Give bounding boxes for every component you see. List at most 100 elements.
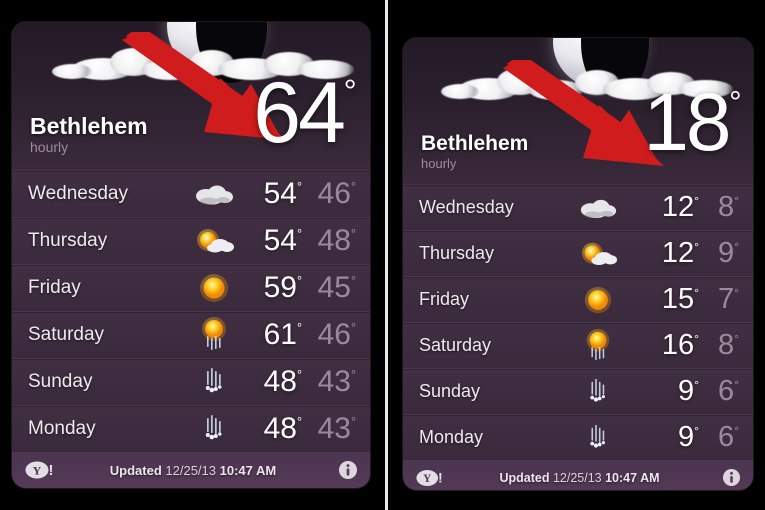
low-temp: 46° bbox=[317, 177, 356, 210]
rain-icon bbox=[176, 359, 252, 405]
forecast-row[interactable]: Wednesday bbox=[12, 170, 370, 217]
high-temp: 48° bbox=[263, 365, 302, 398]
low-temp: 8° bbox=[717, 191, 739, 223]
updated-date: 12/25/13 bbox=[552, 470, 602, 485]
partly-sunny-icon bbox=[176, 218, 252, 264]
temperature-pair: 54° 46° bbox=[252, 177, 370, 211]
temperature-pair: 48° 43° bbox=[252, 365, 370, 399]
temperature-pair: 9° 6° bbox=[635, 375, 753, 408]
forecast-row[interactable]: Sunday bbox=[12, 358, 370, 405]
day-label: Sunday bbox=[419, 381, 481, 401]
day-label: Wednesday bbox=[28, 183, 128, 204]
temperature-pair: 12° 9° bbox=[635, 237, 753, 270]
temperature-pair: 48° 43° bbox=[252, 412, 370, 446]
forecast-list: Wednesday bbox=[12, 170, 370, 452]
info-icon[interactable] bbox=[338, 460, 358, 480]
forecast-list: Wednesday bbox=[403, 184, 753, 460]
updated-label: Updated bbox=[499, 470, 550, 485]
day-label: Friday bbox=[28, 277, 81, 298]
forecast-row[interactable]: Friday bbox=[12, 264, 370, 311]
forecast-row[interactable]: Wednesday bbox=[403, 184, 753, 230]
updated-status: Updated 12/25/13 10:47 AM bbox=[58, 463, 338, 478]
yahoo-logo[interactable]: Y ! bbox=[415, 468, 447, 488]
moon-icon bbox=[167, 22, 267, 84]
current-temp-value: 64 bbox=[253, 65, 346, 161]
forecast-row[interactable]: Sunday bbox=[403, 368, 753, 414]
day-label: Saturday bbox=[28, 324, 105, 345]
cloudy-icon bbox=[561, 185, 635, 230]
forecast-row[interactable]: Monday bbox=[12, 405, 370, 452]
sun-showers-icon bbox=[561, 323, 635, 368]
hourly-link[interactable]: hourly bbox=[421, 156, 457, 172]
rain-icon bbox=[561, 369, 635, 414]
svg-text:Y: Y bbox=[423, 473, 431, 485]
yahoo-logo[interactable]: Y ! bbox=[24, 460, 58, 480]
high-temp: 12° bbox=[661, 237, 699, 269]
degree-symbol: ° bbox=[729, 84, 742, 120]
sun-showers-icon bbox=[176, 312, 252, 358]
temperature-pair: 61° 46° bbox=[252, 318, 370, 352]
current-temperature: 64° bbox=[253, 70, 356, 156]
high-temp: 9° bbox=[677, 421, 699, 453]
low-temp: 9° bbox=[717, 237, 739, 269]
temperature-pair: 59° 45° bbox=[252, 271, 370, 305]
day-label: Saturday bbox=[419, 335, 492, 355]
weather-hero: 18° Bethlehem hourly bbox=[403, 38, 753, 184]
forecast-row[interactable]: Thursday bbox=[12, 217, 370, 264]
high-temp: 54° bbox=[263, 224, 302, 257]
low-temp: 45° bbox=[317, 271, 356, 304]
day-label: Thursday bbox=[419, 243, 495, 263]
high-temp: 54° bbox=[263, 177, 302, 210]
forecast-row[interactable]: Monday bbox=[403, 414, 753, 460]
hourly-link[interactable]: hourly bbox=[30, 139, 69, 156]
updated-label: Updated bbox=[109, 462, 162, 478]
high-temp: 61° bbox=[263, 318, 302, 351]
svg-text:Y: Y bbox=[33, 464, 42, 478]
low-temp: 43° bbox=[317, 412, 356, 445]
svg-text:!: ! bbox=[49, 462, 54, 479]
day-label: Friday bbox=[419, 289, 470, 309]
low-temp: 48° bbox=[317, 224, 356, 257]
svg-text:!: ! bbox=[438, 469, 443, 485]
current-temp-value: 18 bbox=[643, 77, 731, 168]
card-footer: Y ! Updated 12/25/13 10:47 AM bbox=[12, 452, 370, 488]
low-temp: 43° bbox=[317, 365, 356, 398]
panel-divider bbox=[385, 0, 388, 510]
weather-card: 64° Bethlehem hourly Wednesday bbox=[12, 22, 370, 488]
temperature-pair: 54° 48° bbox=[252, 224, 370, 258]
degree-symbol: ° bbox=[343, 72, 357, 110]
temperature-pair: 16° 8° bbox=[635, 329, 753, 362]
day-label: Monday bbox=[28, 418, 96, 439]
high-temp: 16° bbox=[661, 329, 699, 361]
temperature-pair: 12° 8° bbox=[635, 191, 753, 224]
updated-date: 12/25/13 bbox=[165, 462, 216, 478]
high-temp: 9° bbox=[677, 375, 699, 407]
day-label: Wednesday bbox=[419, 197, 514, 217]
weather-panel-fahrenheit: 64° Bethlehem hourly Wednesday bbox=[12, 22, 370, 488]
low-temp: 8° bbox=[717, 329, 739, 361]
forecast-row[interactable]: Saturday bbox=[403, 322, 753, 368]
cloudy-icon bbox=[176, 171, 252, 217]
high-temp: 48° bbox=[263, 412, 302, 445]
day-label: Thursday bbox=[28, 230, 108, 251]
day-label: Sunday bbox=[28, 371, 93, 392]
partly-sunny-icon bbox=[561, 231, 635, 276]
updated-status: Updated 12/25/13 10:47 AM bbox=[447, 471, 722, 485]
high-temp: 12° bbox=[661, 191, 699, 223]
forecast-row[interactable]: Saturday bbox=[12, 311, 370, 358]
forecast-row[interactable]: Thursday bbox=[403, 230, 753, 276]
city-name: Bethlehem bbox=[421, 132, 529, 156]
low-temp: 46° bbox=[317, 318, 356, 351]
low-temp: 6° bbox=[717, 421, 739, 453]
updated-time: 10:47 AM bbox=[219, 462, 277, 478]
temperature-pair: 15° 7° bbox=[635, 283, 753, 316]
high-temp: 15° bbox=[661, 283, 699, 315]
weather-panel-celsius: 18° Bethlehem hourly Wednesday bbox=[388, 0, 765, 510]
rain-icon bbox=[561, 415, 635, 460]
forecast-row[interactable]: Friday bbox=[403, 276, 753, 322]
low-temp: 7° bbox=[717, 283, 739, 315]
sunny-icon bbox=[176, 265, 252, 311]
temperature-pair: 9° 6° bbox=[635, 421, 753, 454]
info-icon[interactable] bbox=[722, 468, 741, 487]
